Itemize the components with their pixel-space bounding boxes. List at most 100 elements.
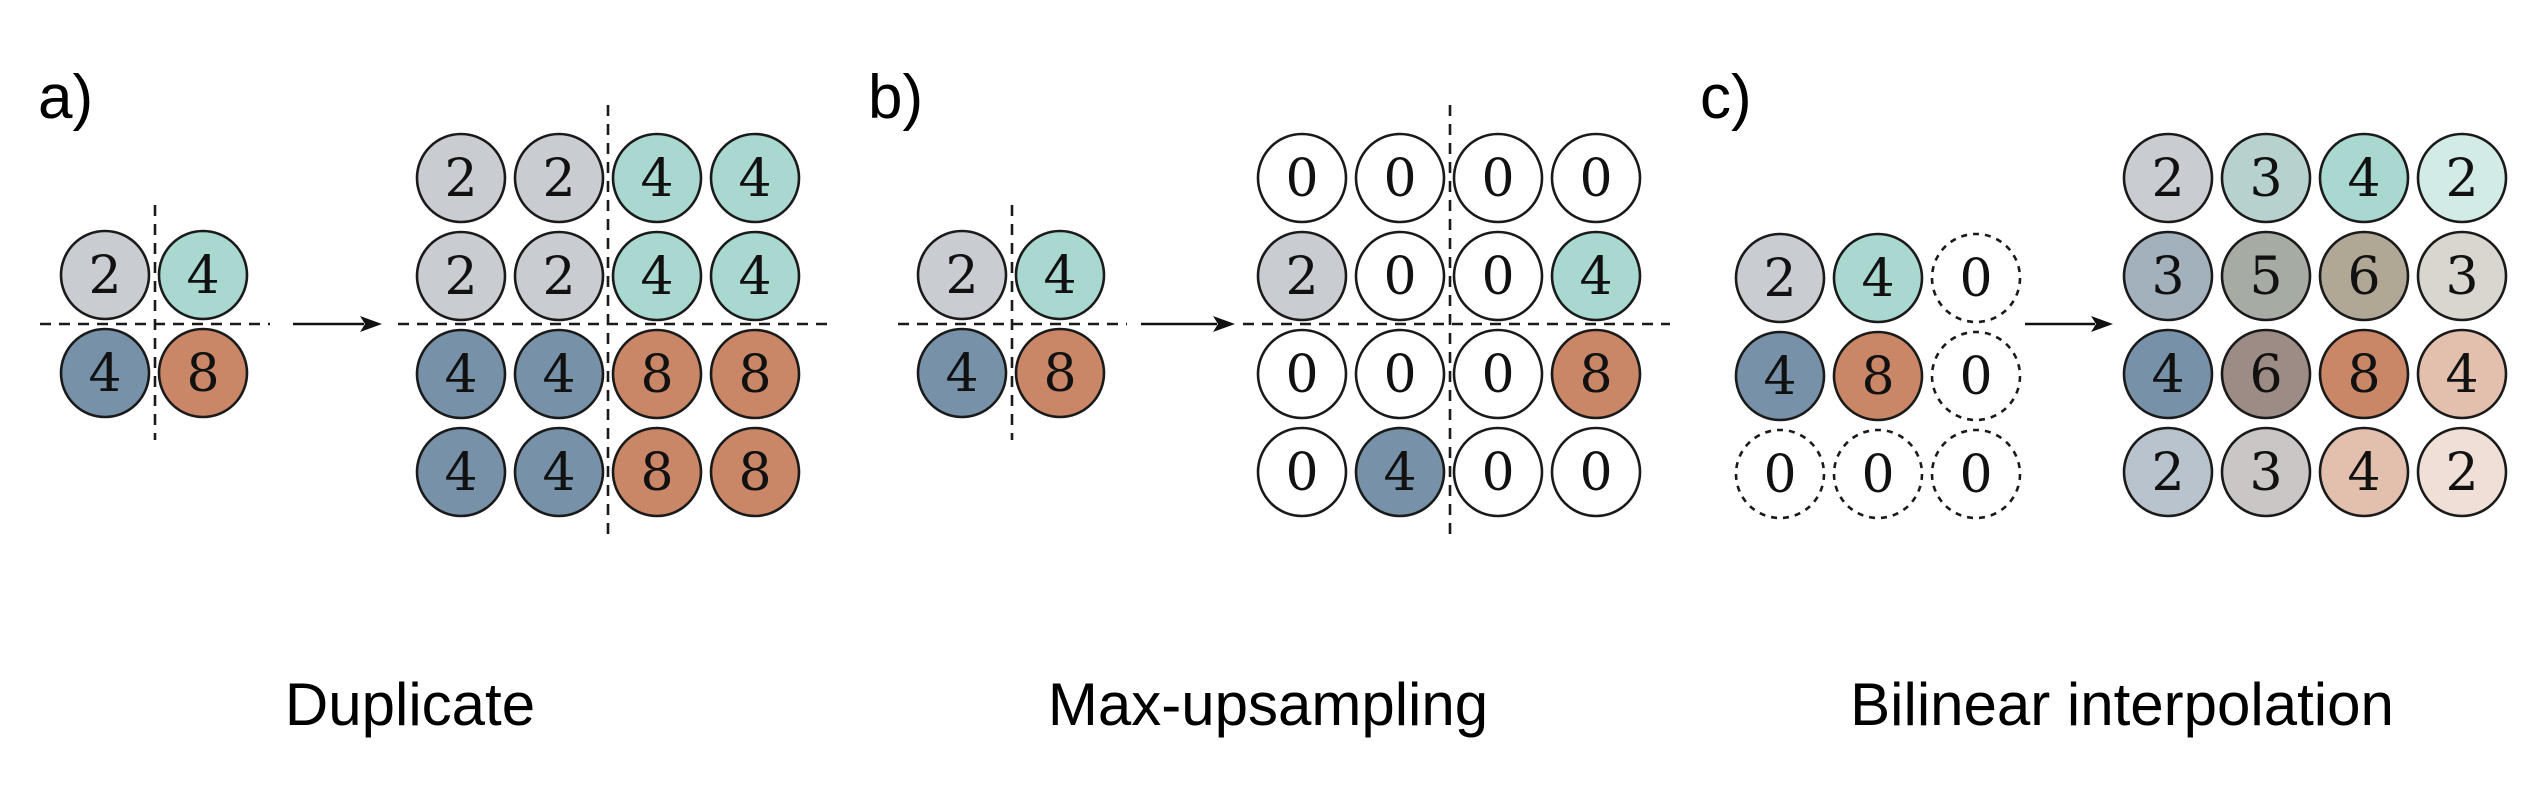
cell-circle bbox=[59, 229, 151, 321]
cell-circle bbox=[415, 230, 507, 322]
cell-circle bbox=[2318, 230, 2410, 322]
cell-value: 4 bbox=[640, 247, 673, 307]
output-grid: 0 0 0 0 2 0 0 4 0 0 0 8 0 4 0 0 bbox=[1243, 105, 1670, 540]
grid-cell: 0 bbox=[1930, 428, 2022, 520]
cell-value: 4 bbox=[738, 247, 771, 307]
cell-circle bbox=[709, 426, 801, 518]
cell-value: 2 bbox=[542, 149, 575, 209]
grid-cell: 4 bbox=[916, 327, 1008, 419]
cell-value: 4 bbox=[542, 443, 575, 503]
grid-cell: 0 bbox=[1452, 230, 1544, 322]
cell-value: 0 bbox=[1481, 443, 1514, 503]
cell-value: 4 bbox=[1383, 443, 1416, 503]
cell-value: 4 bbox=[1579, 247, 1612, 307]
cell-circle bbox=[916, 327, 1008, 419]
grid-cell: 0 bbox=[1256, 132, 1348, 224]
grid-cell: 4 bbox=[1354, 426, 1446, 518]
grid-cell: 4 bbox=[1550, 230, 1642, 322]
cell-value: 2 bbox=[1285, 247, 1318, 307]
arrow-icon bbox=[293, 316, 382, 332]
cell-circle bbox=[1354, 426, 1446, 518]
cell-value: 2 bbox=[2151, 149, 2184, 209]
grid-cell: 2 bbox=[415, 230, 507, 322]
cell-circle bbox=[611, 426, 703, 518]
grid-cell: 4 bbox=[415, 328, 507, 420]
grid-cell: 4 bbox=[709, 230, 801, 322]
cell-value: 8 bbox=[738, 443, 771, 503]
cell-circle bbox=[1734, 330, 1826, 422]
cell-value: 0 bbox=[1285, 345, 1318, 405]
grid-cell: 2 bbox=[513, 230, 605, 322]
cell-circle bbox=[1256, 132, 1348, 224]
input-grid: 2 4 4 8 bbox=[898, 205, 1127, 440]
cell-circle bbox=[611, 132, 703, 224]
cell-value: 8 bbox=[640, 345, 673, 405]
cell-circle bbox=[2318, 328, 2410, 420]
cell-circle bbox=[2318, 426, 2410, 518]
cell-circle bbox=[513, 230, 605, 322]
grid-cell: 8 bbox=[2318, 328, 2410, 420]
panel-caption: Max-upsampling bbox=[1048, 671, 1488, 738]
cell-value: 6 bbox=[2347, 247, 2380, 307]
cell-value: 0 bbox=[1285, 149, 1318, 209]
cell-value: 3 bbox=[2445, 247, 2478, 307]
cell-value: 4 bbox=[444, 443, 477, 503]
grid-cell: 8 bbox=[611, 328, 703, 420]
grid-cell: 0 bbox=[1452, 132, 1544, 224]
cell-value: 0 bbox=[1959, 249, 1992, 309]
grid-cell: 4 bbox=[59, 327, 151, 419]
cell-circle bbox=[1452, 132, 1544, 224]
grid-cell: 8 bbox=[709, 328, 801, 420]
cell-value: 2 bbox=[88, 246, 121, 306]
panel-caption: Duplicate bbox=[285, 671, 535, 738]
cell-circle bbox=[709, 132, 801, 224]
cell-value: 2 bbox=[542, 247, 575, 307]
grid-cell: 8 bbox=[1550, 328, 1642, 420]
grid-cell: 0 bbox=[1930, 330, 2022, 422]
grid-cell: 8 bbox=[1014, 327, 1106, 419]
cell-value: 8 bbox=[1579, 345, 1612, 405]
grid-cell: 2 bbox=[2416, 426, 2508, 518]
cell-value: 4 bbox=[2347, 149, 2380, 209]
cell-value: 0 bbox=[1579, 443, 1612, 503]
grid-cell: 4 bbox=[2122, 328, 2214, 420]
cell-circle bbox=[1550, 132, 1642, 224]
cell-value: 4 bbox=[2151, 345, 2184, 405]
grid-cell: 2 bbox=[59, 229, 151, 321]
grid-cell: 0 bbox=[1354, 132, 1446, 224]
cell-value: 4 bbox=[640, 149, 673, 209]
input-grid: 2 4 4 8 bbox=[40, 205, 270, 440]
grid-cell: 4 bbox=[709, 132, 801, 224]
padding-cell-circle bbox=[1930, 232, 2022, 324]
cell-circle bbox=[513, 328, 605, 420]
cell-circle bbox=[1550, 230, 1642, 322]
cell-value: 4 bbox=[738, 149, 771, 209]
grid-cell: 4 bbox=[1832, 232, 1924, 324]
grid-cell: 0 bbox=[1550, 426, 1642, 518]
cell-value: 8 bbox=[186, 344, 219, 404]
cell-circle bbox=[1550, 328, 1642, 420]
cell-circle bbox=[916, 229, 1008, 321]
grid-cell: 4 bbox=[2416, 328, 2508, 420]
grid-cell: 2 bbox=[2416, 132, 2508, 224]
panel-a: a) Duplicate 2 4 4 8 2 2 4 4 2 2 4 4 4 4 8 8 4 4 8 8 bbox=[38, 63, 828, 738]
cell-circle bbox=[1014, 327, 1106, 419]
cell-value: 8 bbox=[1043, 344, 1076, 404]
cell-value: 0 bbox=[1383, 247, 1416, 307]
cell-value: 0 bbox=[1481, 149, 1514, 209]
cell-circle bbox=[2122, 230, 2214, 322]
panel-label: b) bbox=[868, 63, 923, 132]
grid-cell: 3 bbox=[2122, 230, 2214, 322]
grid-cell: 3 bbox=[2220, 132, 2312, 224]
cell-value: 4 bbox=[1043, 246, 1076, 306]
cell-value: 3 bbox=[2249, 149, 2282, 209]
cell-value: 2 bbox=[444, 149, 477, 209]
cell-value: 2 bbox=[945, 246, 978, 306]
cell-circle bbox=[1014, 229, 1106, 321]
cell-circle bbox=[611, 230, 703, 322]
cell-circle bbox=[415, 132, 507, 224]
grid-cell: 3 bbox=[2220, 426, 2312, 518]
cell-circle bbox=[59, 327, 151, 419]
grid-cell: 4 bbox=[1734, 330, 1826, 422]
